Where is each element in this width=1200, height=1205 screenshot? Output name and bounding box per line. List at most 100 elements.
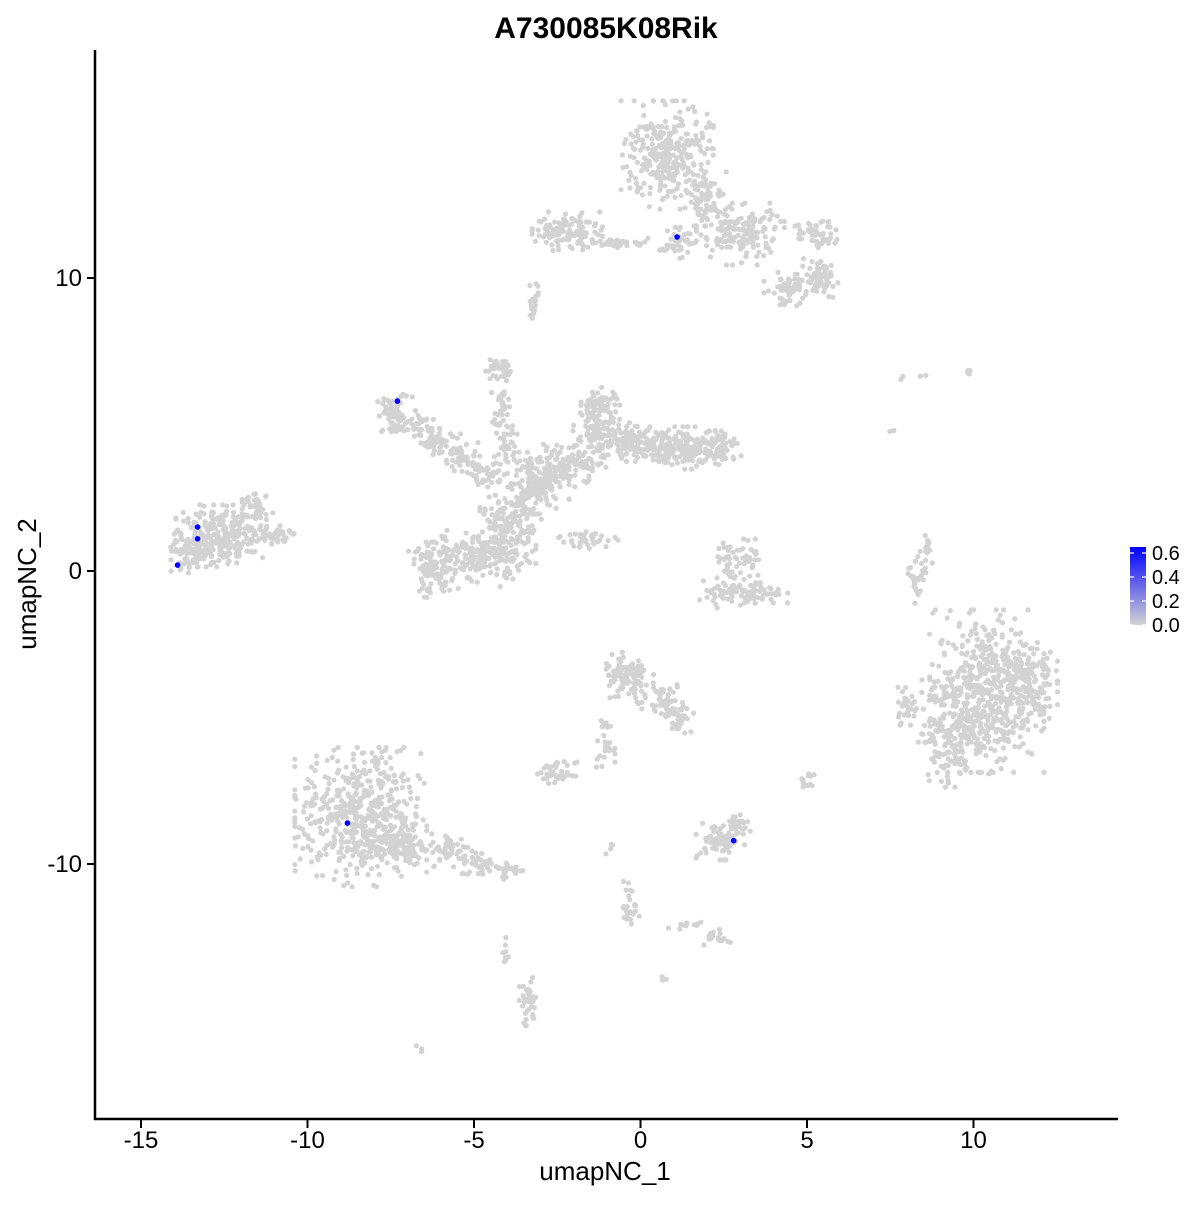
- data-point: [639, 674, 645, 680]
- data-point: [430, 452, 436, 458]
- data-point: [632, 239, 638, 245]
- data-point: [640, 141, 646, 147]
- data-point: [543, 239, 549, 245]
- data-point: [472, 548, 478, 554]
- data-point: [194, 545, 200, 551]
- data-point: [403, 823, 409, 829]
- data-point: [985, 738, 992, 744]
- data-point: [470, 452, 476, 458]
- data-point: [565, 455, 571, 461]
- data-point: [737, 602, 744, 608]
- data-point: [487, 357, 493, 363]
- data-point: [331, 747, 337, 753]
- data-point: [932, 699, 939, 705]
- data-point: [229, 520, 235, 526]
- data-point: [321, 793, 328, 800]
- data-point: [967, 678, 974, 684]
- data-point: [612, 402, 618, 408]
- data-point: [263, 494, 269, 500]
- data-point: [481, 540, 487, 546]
- data-point: [411, 561, 417, 567]
- data-point: [354, 865, 360, 871]
- data-point: [735, 232, 741, 238]
- data-point: [310, 796, 316, 802]
- data-point: [685, 106, 691, 112]
- data-point: [993, 700, 999, 707]
- data-point: [636, 137, 643, 143]
- data-point: [927, 693, 934, 699]
- data-point: [312, 819, 318, 825]
- data-point: [357, 801, 363, 807]
- data-point: [311, 784, 317, 790]
- data-point: [699, 217, 705, 223]
- data-point: [201, 547, 207, 553]
- data-point: [260, 506, 266, 512]
- data-point: [920, 577, 926, 583]
- data-point: [672, 224, 678, 230]
- data-point: [744, 250, 750, 256]
- data-point: [247, 504, 253, 510]
- data-point: [270, 510, 276, 516]
- data-point: [214, 564, 220, 570]
- data-point: [744, 227, 751, 233]
- data-point: [964, 741, 970, 747]
- data-point: [479, 850, 485, 857]
- data-point: [443, 558, 449, 564]
- data-point: [647, 151, 653, 157]
- data-point: [645, 235, 651, 241]
- data-point: [580, 247, 586, 253]
- data-point: [1046, 715, 1052, 722]
- data-point: [210, 510, 217, 516]
- data-point: [635, 454, 641, 460]
- data-point: [694, 201, 700, 207]
- data-point: [309, 859, 315, 865]
- data-point: [477, 508, 483, 514]
- data-point: [387, 755, 393, 761]
- data-point: [792, 271, 798, 277]
- data-point: [732, 573, 738, 580]
- data-point: [544, 455, 550, 461]
- data-point: [533, 500, 539, 506]
- data-point: [619, 152, 626, 158]
- data-point: [747, 828, 753, 834]
- data-point: [175, 527, 181, 533]
- data-point: [488, 569, 494, 576]
- data-point: [1017, 666, 1023, 672]
- data-point: [1024, 716, 1030, 722]
- data-point: [323, 851, 329, 857]
- data-point: [1030, 688, 1036, 694]
- data-point: [473, 475, 479, 481]
- data-point: [800, 295, 806, 301]
- data-point: [760, 228, 766, 234]
- data-point: [995, 617, 1001, 623]
- data-point: [351, 840, 357, 846]
- data-point: [936, 727, 942, 733]
- data-point: [566, 222, 572, 229]
- data-point: [386, 847, 392, 853]
- data-point: [453, 554, 460, 560]
- data-point: [420, 817, 426, 823]
- data-point: [964, 692, 970, 698]
- data-point: [950, 714, 956, 720]
- data-point: [828, 231, 834, 237]
- data-point: [956, 668, 962, 675]
- data-point: [933, 694, 939, 700]
- data-point: [605, 409, 611, 415]
- data-point: [684, 237, 690, 243]
- data-point: [939, 637, 945, 643]
- data-point: [571, 422, 577, 428]
- data-point: [965, 711, 971, 717]
- data-point: [681, 232, 687, 238]
- data-point: [483, 368, 489, 374]
- data-point: [538, 476, 544, 482]
- data-point: [637, 242, 643, 248]
- data-point: [343, 839, 349, 845]
- data-point: [368, 784, 374, 790]
- data-point: [626, 420, 633, 426]
- data-point: [722, 206, 729, 213]
- data-point: [639, 699, 645, 706]
- data-point: [506, 514, 512, 520]
- data-point: [741, 561, 747, 567]
- data-point: [612, 759, 618, 765]
- data-point: [931, 759, 938, 765]
